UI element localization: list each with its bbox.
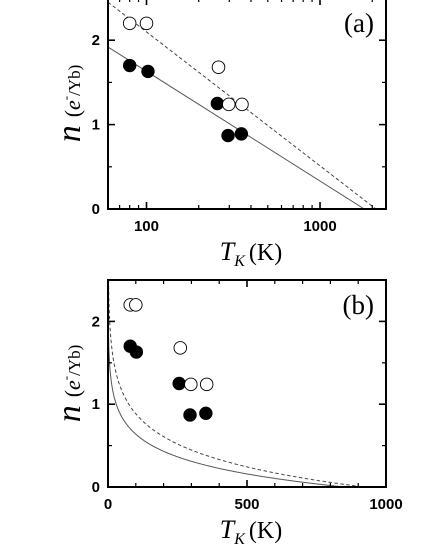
data-point-filled bbox=[210, 96, 225, 111]
data-point-filled bbox=[199, 406, 213, 421]
data-point-open bbox=[235, 97, 249, 112]
data-point-filled bbox=[234, 127, 249, 141]
y-tick-label: 2 bbox=[92, 313, 100, 330]
plot-frame bbox=[107, 0, 387, 210]
fit-line-dashed bbox=[108, 280, 364, 487]
data-point-open bbox=[211, 60, 226, 74]
y-axis-unit-rest: /Yb) bbox=[65, 65, 84, 96]
y-axis-unit-rest: /Yb) bbox=[65, 345, 84, 376]
data-point-filled bbox=[141, 64, 155, 79]
data-point-filled bbox=[183, 408, 197, 422]
data-point-open bbox=[139, 16, 154, 31]
panel-a: 100 1000 0 1 2 (a) TK (K) n (e-/Yb) bbox=[51, 0, 387, 270]
x-tick-label: 500 bbox=[234, 496, 259, 513]
data-point-filled bbox=[172, 376, 186, 391]
data-point-filled bbox=[221, 128, 235, 143]
y-axis-unit-e: e bbox=[60, 100, 85, 110]
y-tick-label: 0 bbox=[92, 479, 100, 496]
y-axis-label: n (e-/Yb) bbox=[51, 345, 88, 423]
data-point-open bbox=[184, 377, 198, 392]
y-axis-unit-open: ( bbox=[60, 110, 85, 117]
data-point-filled bbox=[129, 345, 144, 359]
y-tick-label: 0 bbox=[92, 201, 100, 218]
y-axis-label: n (e-/Yb) bbox=[51, 65, 88, 143]
data-point-open bbox=[173, 341, 188, 355]
x-axis-label: TK (K) bbox=[220, 515, 282, 548]
x-axis-unit: (K) bbox=[249, 240, 282, 266]
y-tick-label: 1 bbox=[92, 396, 100, 413]
panel-label: (a) bbox=[344, 8, 374, 38]
panel-label: (b) bbox=[343, 290, 374, 320]
data-point-open bbox=[129, 298, 143, 312]
y-axis-unit-sup: - bbox=[58, 376, 73, 380]
data-point-open bbox=[222, 97, 236, 112]
panel-b: 0 500 1000 0 1 2 (b) TK (K) n (e-/Yb) bbox=[51, 279, 403, 548]
x-axis-unit: (K) bbox=[249, 518, 282, 544]
data-point-open bbox=[199, 377, 214, 392]
x-axis-subscript: K bbox=[233, 531, 246, 548]
data-point-filled bbox=[122, 58, 137, 73]
y-axis-unit-sup: - bbox=[58, 96, 73, 100]
y-axis-label-text: n (e-/Yb) bbox=[51, 345, 88, 423]
x-tick-label: 1000 bbox=[303, 218, 336, 235]
y-axis-unit-open: ( bbox=[60, 390, 85, 397]
y-axis-symbol: n bbox=[51, 405, 88, 422]
x-axis-symbol: T bbox=[220, 515, 236, 544]
data-point-open bbox=[122, 16, 137, 31]
x-axis-symbol: T bbox=[220, 237, 236, 266]
y-axis-unit-e: e bbox=[60, 380, 85, 390]
x-axis-subscript: K bbox=[233, 253, 246, 270]
y-axis-label-text: n (e-/Yb) bbox=[51, 65, 88, 143]
x-tick-label: 0 bbox=[104, 496, 112, 513]
fit-line-solid bbox=[108, 320, 345, 487]
x-tick-label: 100 bbox=[134, 218, 159, 235]
y-tick-label: 2 bbox=[92, 32, 100, 49]
x-tick-label: 1000 bbox=[369, 496, 402, 513]
x-axis-label: TK (K) bbox=[220, 237, 282, 270]
y-axis-symbol: n bbox=[51, 125, 88, 142]
y-tick-label: 1 bbox=[92, 117, 100, 134]
